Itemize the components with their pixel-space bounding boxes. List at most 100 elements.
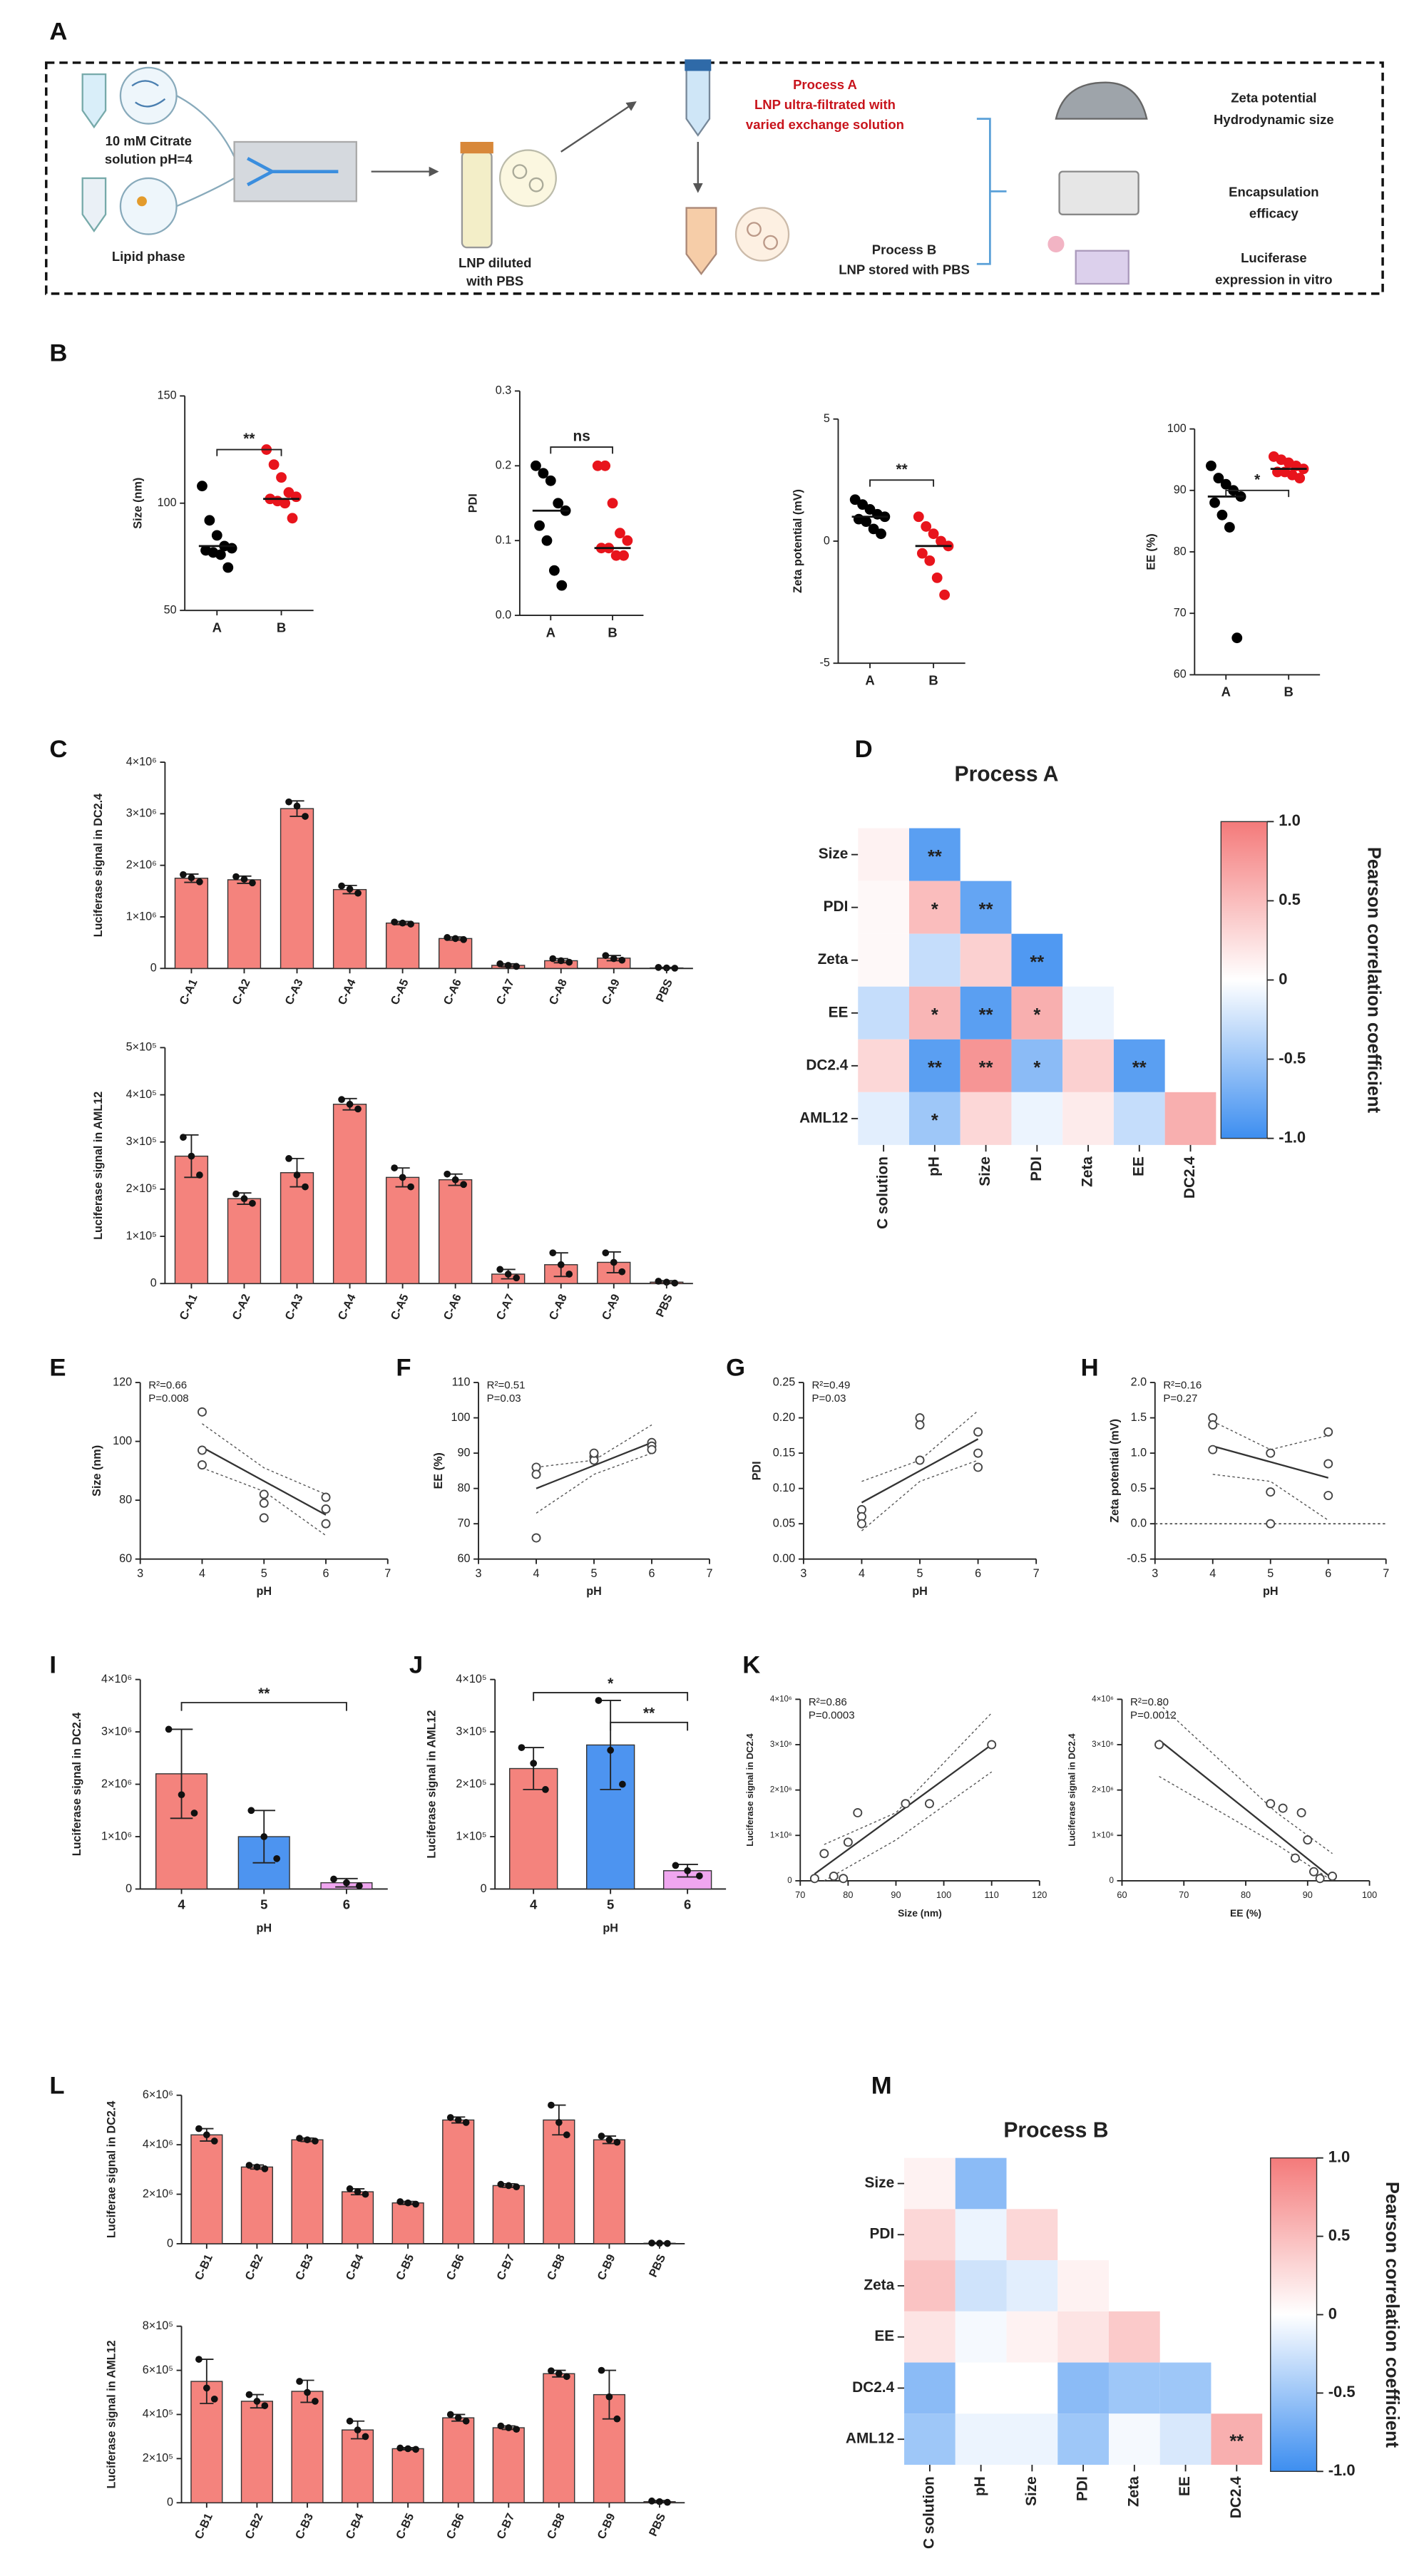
x-tick-label: 4 (533, 1567, 540, 1580)
cell (960, 986, 1012, 1040)
dot (939, 589, 951, 600)
cell (960, 1092, 1012, 1145)
error-bar (523, 1747, 544, 1790)
cell (1211, 2413, 1263, 2465)
dot (598, 2133, 605, 2140)
col-label: pH (972, 2476, 988, 2496)
bar (385, 1176, 420, 1284)
annotation: R²=0.86 (809, 1696, 847, 1708)
cell (904, 2311, 956, 2363)
x-tick-label: C-A1 (177, 977, 200, 1007)
colorbar-tick-label: -1.0 (1279, 1128, 1306, 1146)
dot (916, 548, 928, 559)
dot (1209, 497, 1220, 508)
cell (858, 881, 909, 934)
confidence-band (536, 1452, 652, 1514)
panel-label: A (49, 18, 67, 45)
row-label: Zeta (818, 951, 849, 968)
annotation: P=0.0003 (809, 1709, 855, 1721)
point (973, 1427, 983, 1437)
cell (904, 2413, 956, 2465)
cell (960, 1039, 1012, 1092)
dot (451, 935, 459, 943)
x-tick-label: A (212, 620, 222, 635)
point (1328, 1872, 1337, 1882)
dot (505, 2182, 513, 2190)
significance: ** (896, 461, 908, 478)
y-axis-label: Luciferase signal in AML12 (426, 1710, 439, 1858)
y-tick-label: 3×10⁶ (126, 807, 157, 820)
dot (180, 1134, 187, 1141)
dot (849, 494, 861, 506)
x-tick-label: B (608, 625, 617, 640)
dot (404, 2199, 411, 2207)
cell-label: ** (979, 1005, 993, 1025)
dot (302, 1183, 309, 1191)
x-tick-label: C-B8 (545, 2511, 568, 2541)
dot (285, 1155, 292, 1162)
cell (858, 1092, 909, 1145)
y-tick-label: 2×10⁵ (126, 1182, 157, 1195)
x-tick-label: C-A9 (600, 977, 623, 1007)
y-axis-label: EE (%) (432, 1452, 445, 1489)
annotation: R²=0.51 (487, 1380, 526, 1392)
dot (188, 1152, 195, 1160)
tube (81, 177, 107, 232)
x-tick-label: C-B4 (343, 2252, 366, 2282)
y-tick-label: 0.25 (773, 1375, 796, 1388)
col-label: DC2.4 (1182, 1156, 1198, 1199)
dot (196, 878, 203, 886)
row-label: EE (874, 2328, 894, 2344)
x-tick-label: C-B1 (193, 2252, 215, 2282)
y-tick-label: -0.5 (1127, 1552, 1147, 1565)
error-bar (600, 1700, 621, 1790)
bar (341, 2191, 374, 2244)
x-tick-label: 6 (343, 1897, 350, 1912)
dot (253, 2398, 261, 2405)
bubble (119, 66, 178, 125)
panel-label: M (871, 2072, 892, 2099)
cell-label: ** (928, 1058, 942, 1078)
x-tick-label: C-B5 (394, 2511, 416, 2541)
connector (176, 95, 235, 207)
dot (293, 1171, 301, 1179)
annotation: R²=0.49 (811, 1380, 850, 1392)
y-tick-label: -5 (820, 656, 830, 669)
dot (215, 549, 226, 560)
assay: Hydrodynamic size (1214, 112, 1334, 127)
x-tick-label: PBS (654, 1292, 675, 1319)
x-tick-label: C-A2 (230, 1292, 252, 1322)
dot (618, 1268, 626, 1276)
lipid (137, 196, 147, 207)
label: solution pH=4 (105, 151, 193, 166)
y-tick-label: 110 (452, 1375, 471, 1388)
cell (955, 2209, 1007, 2261)
dot (619, 1780, 626, 1788)
cell (1164, 1092, 1216, 1145)
y-tick-label: 1.5 (1131, 1411, 1147, 1424)
point (1266, 1519, 1276, 1529)
dot (1220, 478, 1231, 490)
y-tick-label: 0.3 (496, 384, 512, 397)
dot (602, 1249, 610, 1257)
dot (864, 504, 876, 515)
x-tick-label: 5 (607, 1897, 614, 1912)
point (924, 1799, 934, 1809)
x-tick-label: A (865, 673, 874, 688)
cell-label: ** (1030, 953, 1044, 973)
cell (1011, 1092, 1063, 1145)
point (915, 1455, 925, 1465)
tube (81, 73, 107, 129)
point (901, 1799, 911, 1809)
dot (548, 2101, 555, 2109)
dot (232, 1190, 240, 1198)
annotation: P=0.008 (148, 1392, 188, 1405)
dot (1294, 473, 1306, 483)
dot (354, 1105, 362, 1113)
x-tick-label: 6 (322, 1567, 329, 1580)
bar (543, 2373, 575, 2503)
cell (955, 2413, 1007, 2465)
cell (1108, 2362, 1160, 2414)
cell (960, 881, 1012, 934)
y-tick-label: 100 (451, 1411, 470, 1424)
